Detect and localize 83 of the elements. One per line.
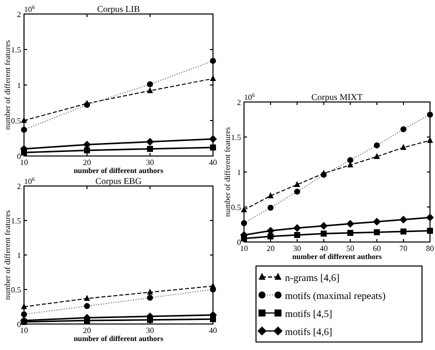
legend-label: motifs [4,6] [285,327,332,338]
point [241,220,247,226]
legend-label: motifs (maximal repeats) [285,291,386,302]
chart-title: Corpus LIB [97,4,140,14]
x-tick-label: 30 [146,326,154,335]
y-tick-label: 0 [17,152,21,161]
point [346,220,354,228]
point [21,311,27,318]
point [147,81,153,88]
point [210,58,216,64]
x-tick-label: 40 [209,326,217,335]
point [147,146,153,152]
y-tick-label: 1.5 [11,216,21,226]
x-tick-label: 40 [209,158,217,167]
y-tick-label: 0.5 [11,116,21,126]
point [374,229,380,236]
y-axis-title: number of different features [3,210,12,300]
chart-title: Corpus EBG [95,176,142,186]
y-axis-title: number of different features [3,40,12,130]
point [268,192,274,198]
annotation: 10$^{6}$ [244,93,255,102]
x-tick-label: 30 [146,158,154,167]
point [147,288,153,295]
point [320,230,327,237]
y-tick-label: 2 [237,98,241,107]
annotation: 10$^{6}$ [24,177,35,186]
point [146,138,154,146]
x-tick-label: 50 [346,244,354,253]
x-tick-label: 80 [426,244,434,253]
x-tick-label: 20 [83,158,91,167]
point [400,126,406,132]
point [347,230,354,236]
point [374,142,380,148]
y-tick-label: 1.5 [231,133,241,142]
legend-label: n-grams [4,6] [285,273,340,284]
x-tick-label: 10 [240,244,248,253]
y-tick-label: 0.5 [231,203,241,212]
x-tick-label: 20 [266,244,275,253]
point [400,228,406,234]
y-tick-label: 0.5 [11,286,21,294]
y-tick-label: 0 [237,238,241,247]
point [400,216,408,224]
point [372,218,381,226]
y-axis-title: number of different features [223,127,232,217]
x-tick-label: 10 [20,158,28,167]
y-tick-label: 1.5 [11,46,21,54]
point [426,214,434,222]
point [294,188,300,195]
y-tick-label: 1 [17,251,21,260]
point [294,232,300,238]
y-tick-label: 1 [17,81,21,90]
point [427,228,433,234]
legend-label: motifs [4,5] [285,309,332,320]
x-tick-label: 30 [293,244,302,253]
x-tick-label: 60 [372,244,381,253]
point [320,222,328,230]
x-tick-label: 40 [320,244,328,253]
point [427,112,433,118]
point [347,157,354,164]
point [210,286,216,292]
y-tick-label: 2 [17,182,21,191]
annotation: 10$^{6}$ [24,5,35,14]
point [209,135,217,143]
point [293,224,302,232]
y-tick-label: 0 [17,320,21,329]
x-tick-label: 20 [83,326,91,335]
point [268,204,274,211]
point [294,181,300,187]
point [84,303,90,310]
point [210,144,216,150]
chart-title: Corpus MIXT [311,92,364,102]
x-tick-label: 70 [399,244,408,253]
point [147,294,153,301]
y-tick-label: 2 [17,10,21,19]
point [84,294,90,301]
point [84,147,90,154]
x-tick-label: 10 [20,326,28,335]
point [147,87,153,94]
point [268,233,274,240]
y-tick-label: 1 [237,168,241,177]
point [400,144,406,150]
point [374,153,380,159]
point [21,126,27,133]
